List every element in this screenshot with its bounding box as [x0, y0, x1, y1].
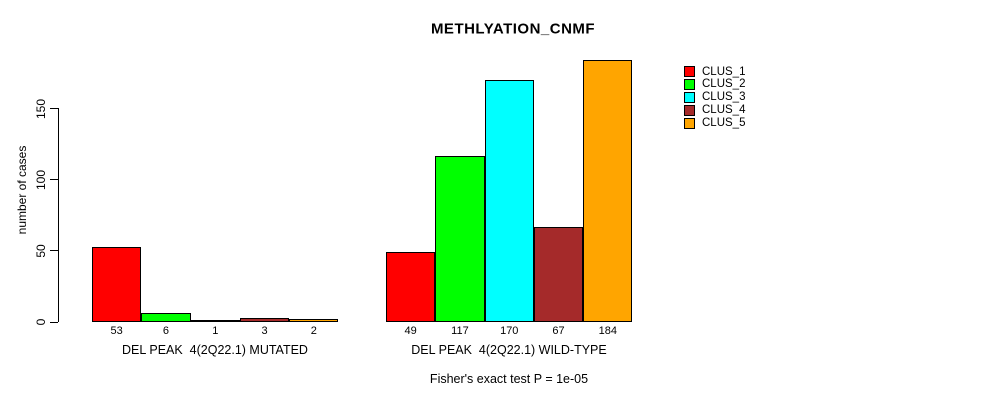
y-tick-label: 0 [34, 318, 48, 326]
legend-item-clus-2: CLUS_2 [684, 78, 745, 91]
bar-value-label: 3 [261, 325, 268, 337]
y-tick-mark [50, 250, 58, 252]
legend-swatch-clus-3 [684, 91, 695, 103]
y-tick-mark [50, 108, 58, 110]
legend-label: CLUS_3 [702, 91, 746, 104]
bar-wild-type-clus-4 [533, 226, 584, 322]
bar-value-label: 184 [598, 325, 618, 337]
bar-value-label: 67 [552, 325, 565, 337]
legend-label: CLUS_1 [702, 65, 746, 78]
y-axis-line [58, 108, 59, 322]
chart-title: METHLYATION_CNMF [430, 20, 596, 38]
legend-label: CLUS_5 [702, 117, 746, 130]
bar-value-label: 53 [110, 325, 123, 337]
bar-wild-type-clus-3 [484, 80, 534, 322]
y-tick-mark [50, 321, 58, 323]
bar-wild-type-clus-1 [386, 252, 436, 322]
legend-label: CLUS_4 [702, 104, 746, 117]
bar-mutated-clus-3 [190, 320, 240, 322]
legend-swatch-clus-1 [684, 66, 695, 77]
bar-wild-type-clus-5 [583, 60, 633, 322]
y-tick-label: 100 [34, 169, 48, 190]
y-tick-label: 150 [34, 98, 48, 119]
y-tick-mark [50, 179, 58, 181]
fisher-test-footnote: Fisher's exact test P = 1e-05 [429, 372, 589, 386]
legend-label: CLUS_2 [702, 78, 746, 91]
legend-swatch-clus-5 [684, 117, 695, 129]
bar-value-label: 117 [451, 325, 469, 337]
bar-value-label: 170 [500, 325, 519, 337]
group-label-mutated: DEL PEAK 4(2Q22.1) MUTATED [122, 343, 308, 357]
y-tick-label: 50 [34, 244, 48, 258]
legend-swatch-clus-4 [684, 104, 695, 116]
bar-mutated-clus-4 [239, 317, 290, 322]
legend-item-clus-3: CLUS_3 [684, 91, 745, 104]
bar-mutated-clus-5 [289, 319, 339, 322]
legend-item-clus-5: CLUS_5 [684, 117, 745, 130]
bar-mutated-clus-1 [92, 246, 142, 322]
legend-item-clus-4: CLUS_4 [684, 104, 745, 117]
bar-value-label: 1 [212, 325, 219, 337]
group-label-wild-type: DEL PEAK 4(2Q22.1) WILD-TYPE [411, 343, 607, 357]
legend-item-clus-1: CLUS_1 [684, 65, 745, 78]
bar-value-label: 2 [310, 325, 317, 337]
bar-value-label: 49 [404, 325, 417, 337]
bar-value-label: 6 [162, 325, 169, 337]
y-axis-title: number of cases [15, 145, 29, 235]
bar-mutated-clus-2 [141, 313, 191, 322]
bar-wild-type-clus-2 [435, 155, 485, 322]
legend-swatch-clus-2 [684, 78, 695, 90]
